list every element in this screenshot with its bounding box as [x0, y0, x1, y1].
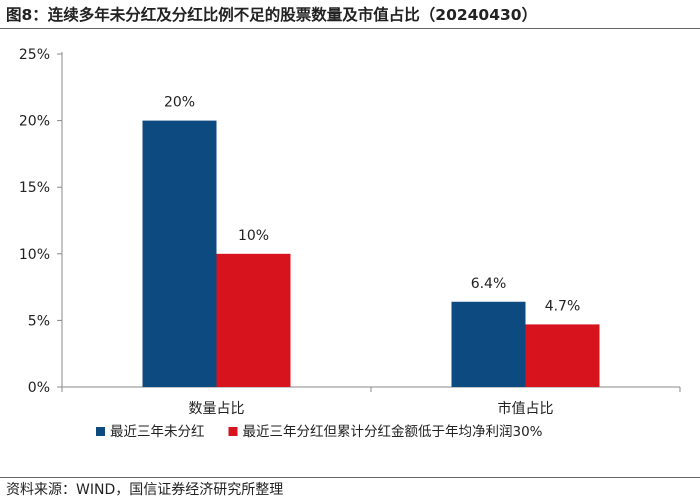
bar — [525, 324, 600, 387]
legend-label: 最近三年未分红 — [110, 424, 205, 440]
bar-value-label: 20% — [164, 95, 195, 111]
x-category-label: 市值占比 — [498, 400, 554, 417]
bar — [216, 253, 291, 387]
y-tick-label: 20% — [19, 114, 50, 130]
bar-value-label: 4.7% — [545, 298, 581, 314]
legend-swatch — [96, 427, 105, 436]
source-divider — [0, 477, 700, 478]
legend-label: 最近三年分红但累计分红金额低于年均净利润30% — [243, 424, 543, 440]
title-divider — [0, 28, 700, 29]
bar-chart: 0% 5% 10% 15% 20% 25% 数量占比 市值占比 20% 10% 6.4% 4.7%… — [19, 47, 681, 440]
y-tick-label: 5% — [28, 313, 50, 329]
source-note: 资料来源：WIND，国信证券经济研究所整理 — [6, 482, 284, 498]
chart-title: 图8：连续多年未分红及分红比例不足的股票数量及市值占比（20240430） — [6, 6, 538, 24]
y-axis: 0% 5% 10% 15% 20% 25% — [19, 47, 63, 396]
y-tick-label: 15% — [19, 180, 50, 196]
y-tick-label: 25% — [19, 47, 50, 63]
y-tick-label: 0% — [28, 380, 50, 396]
bar — [451, 301, 526, 387]
legend: 最近三年未分红 最近三年分红但累计分红金额低于年均净利润30% — [96, 424, 543, 440]
x-category-label: 数量占比 — [189, 401, 245, 417]
bar-series — [142, 120, 600, 387]
y-tick-label: 10% — [19, 247, 50, 263]
bar-value-label: 10% — [238, 228, 269, 244]
bar-value-label: 6.4% — [471, 276, 507, 292]
bar — [142, 120, 217, 387]
x-axis: 数量占比 市值占比 — [61, 386, 681, 417]
legend-swatch — [228, 427, 238, 436]
data-labels: 20% 10% 6.4% 4.7% — [164, 95, 580, 315]
